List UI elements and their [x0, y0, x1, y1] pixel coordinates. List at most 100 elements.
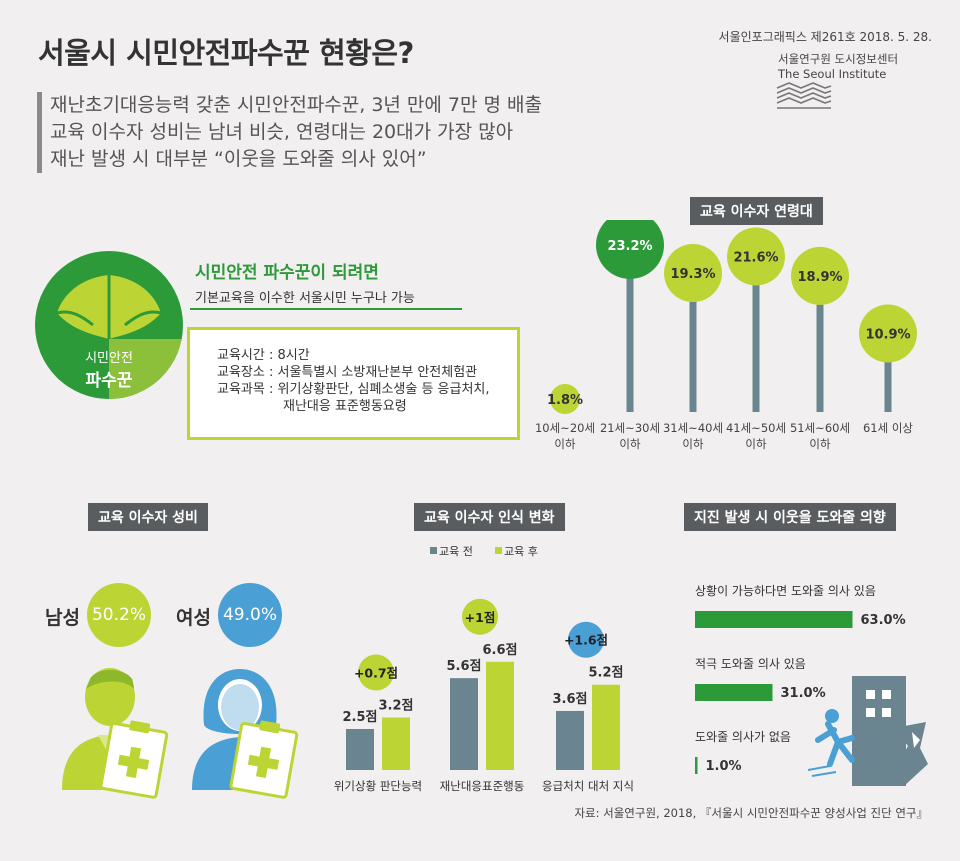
legend-label: 교육 후 — [504, 545, 538, 558]
age-value-label: 18.9% — [797, 270, 842, 285]
organization: 서울연구원 도시정보센터 The Seoul Institute — [778, 52, 898, 82]
category-label: 위기상황 판단능력 — [334, 779, 422, 793]
category-label: 응급처치 대처 지식 — [542, 779, 634, 793]
info-row: 교육시간 : 8시간 — [217, 347, 490, 364]
age-tick-label: 61세 이상 — [863, 421, 913, 435]
before-value-label: 3.6점 — [553, 692, 588, 707]
age-tick-label: 51세~60세 — [790, 421, 850, 435]
age-bar-stem — [752, 256, 760, 412]
help-category-label: 적극 도와줄 의사 있음 — [695, 657, 806, 671]
legend-swatch-before — [430, 547, 437, 554]
info-value: 재난대응 표준행동요령 — [283, 399, 407, 414]
female-percent-badge: 49.0% — [218, 583, 282, 647]
change-label: +1.6점 — [564, 633, 608, 648]
change-label: +1점 — [465, 610, 496, 625]
awareness-chart-title: 교육 이수자 인식 변화 — [414, 503, 565, 531]
divider — [190, 308, 462, 310]
male-percent-badge: 50.2% — [87, 583, 151, 647]
info-label: 교육과목 : — [217, 382, 278, 397]
after-value-label: 5.2점 — [589, 666, 624, 681]
after-bar — [382, 717, 410, 770]
before-bar — [450, 678, 478, 770]
page-title: 서울시 시민안전파수꾼 현황은? — [38, 36, 414, 70]
age-tick-label: 41세~50세 — [726, 421, 786, 435]
earthquake-building-icon — [808, 676, 928, 786]
summary-line: 재난 발생 시 대부분 “이웃을 도와줄 의사 있어” — [50, 148, 427, 170]
age-tick-label: 이하 — [745, 437, 767, 451]
after-value-label: 6.6점 — [483, 643, 518, 658]
after-bar — [592, 684, 620, 770]
female-person-icon — [192, 669, 299, 799]
publication-info: 서울인포그래픽스 제261호 2018. 5. 28. — [718, 30, 932, 44]
age-bar-stem — [689, 273, 697, 412]
age-bar-circle — [791, 246, 849, 305]
summary: 재난초기대응능력 갖춘 시민안전파수꾼, 3년 만에 7만 명 배출 교육 이수… — [37, 92, 542, 173]
summary-line: 재난초기대응능력 갖춘 시민안전파수꾼, 3년 만에 7만 명 배출 — [50, 94, 543, 116]
logo-text-2: 파수꾼 — [85, 371, 133, 391]
help-bar — [695, 611, 853, 628]
after-value-label: 3.2점 — [379, 699, 414, 714]
age-value-label: 10.9% — [865, 328, 910, 343]
age-tick-label: 21세~30세 — [600, 421, 660, 435]
org-english: The Seoul Institute — [778, 67, 887, 81]
help-category-label: 도와줄 의사가 없음 — [695, 730, 791, 744]
info-value: 8시간 — [277, 348, 310, 363]
summary-line: 교육 이수자 성비는 남녀 비슷, 연령대는 20대가 가장 많아 — [50, 121, 514, 143]
help-bar — [695, 757, 698, 774]
legend-swatch-after — [495, 547, 502, 554]
age-bar-stem — [884, 333, 892, 412]
info-label: 교육시간 : — [217, 348, 278, 363]
change-badge — [568, 621, 604, 658]
age-value-label: 19.3% — [670, 267, 715, 282]
age-bar-circle — [550, 384, 580, 415]
institute-logo-icon — [776, 82, 832, 109]
change-badge — [358, 654, 394, 691]
age-tick-label: 이하 — [809, 437, 831, 451]
age-value-label: 21.6% — [733, 250, 778, 265]
help-chart-title: 지진 발생 시 이웃을 도와줄 의향 — [684, 503, 896, 531]
age-value-label: 1.8% — [547, 393, 583, 408]
help-category-label: 상황이 가능하다면 도와줄 의사 있음 — [695, 584, 876, 598]
age-tick-label: 이하 — [682, 437, 704, 451]
info-label: 교육장소 : — [217, 365, 278, 380]
watchman-logo: 시민안전 파수꾼 — [35, 251, 183, 399]
gender-chart-title: 교육 이수자 성비 — [88, 503, 208, 531]
female-label: 여성 — [176, 607, 211, 629]
age-tick-label: 10세~20세 — [535, 421, 595, 435]
male-percent: 50.2% — [91, 605, 146, 625]
help-value-label: 63.0% — [861, 613, 906, 628]
age-bar-circle — [727, 227, 785, 286]
requirement-heading: 시민안전 파수꾼이 되려면 — [195, 263, 379, 283]
logo-text-1: 시민안전 — [85, 351, 133, 366]
info-row: 재난대응 표준행동요령 — [217, 398, 490, 415]
info-value: 위기상황판단, 심폐소생술 등 응급처치, — [277, 382, 490, 397]
change-label: +0.7점 — [354, 666, 398, 681]
age-tick-label: 이하 — [619, 437, 641, 451]
help-value-label: 1.0% — [706, 759, 742, 774]
help-bar — [695, 684, 773, 701]
male-label: 남성 — [45, 607, 80, 629]
requirement-subheading: 기본교육을 이수한 서울시민 누구나 가능 — [195, 291, 415, 306]
age-tick-label: 이하 — [554, 437, 576, 451]
before-bar — [556, 710, 584, 770]
source-note: 자료: 서울연구원, 2018, 『서울시 시민안전파수꾼 양성사업 진단 연구… — [574, 806, 928, 820]
info-value: 서울특별시 소방재난본부 안전체험관 — [277, 365, 478, 380]
info-box: 교육시간 : 8시간 교육장소 : 서울특별시 소방재난본부 안전체험관 교육과… — [187, 327, 520, 440]
org-korean: 서울연구원 도시정보센터 — [778, 52, 899, 66]
male-person-icon — [62, 668, 169, 799]
help-value-label: 31.0% — [781, 686, 826, 701]
change-badge — [462, 598, 498, 635]
age-value-label: 23.2% — [607, 239, 652, 254]
age-bar-circle — [859, 304, 917, 363]
before-value-label: 5.6점 — [447, 659, 482, 674]
age-tick-label: 31세~40세 — [663, 421, 723, 435]
legend-label: 교육 전 — [439, 545, 473, 558]
age-bar-circle — [596, 220, 664, 279]
before-value-label: 2.5점 — [343, 710, 378, 725]
info-row: 교육장소 : 서울특별시 소방재난본부 안전체험관 — [217, 364, 490, 381]
age-bar-stem — [626, 244, 634, 412]
age-bar-stem — [816, 275, 824, 412]
age-chart-title: 교육 이수자 연령대 — [690, 197, 823, 225]
